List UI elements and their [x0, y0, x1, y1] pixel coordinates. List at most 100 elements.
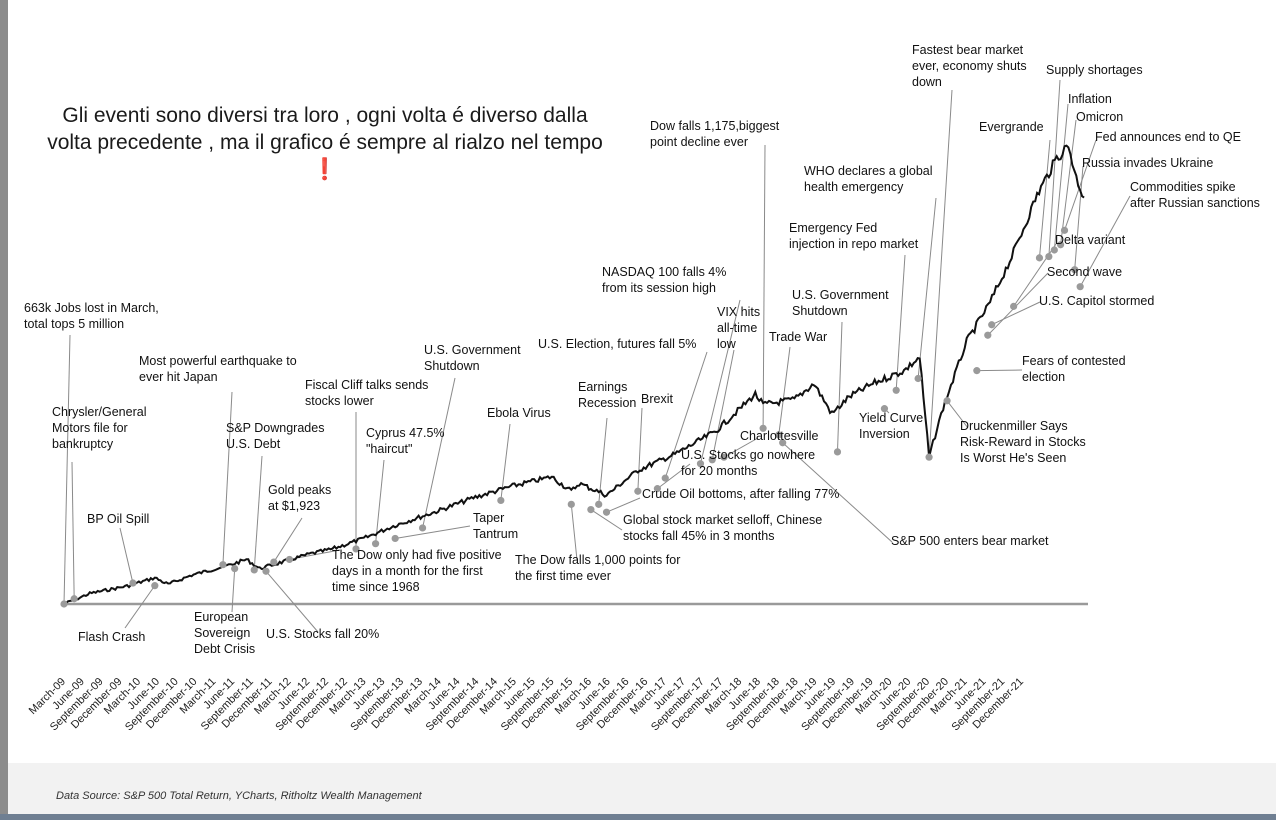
event-marker — [1076, 283, 1084, 291]
event-marker — [1035, 254, 1044, 262]
event-marker — [988, 321, 996, 329]
annotation-label: BP Oil Spill — [87, 512, 149, 526]
event-marker — [391, 534, 399, 543]
leader-line — [778, 346, 791, 435]
leader-line — [762, 144, 766, 429]
annotation-label: Emergency Fed injection in repo market — [789, 221, 919, 251]
annotation-label: Fed announces end to QE — [1095, 130, 1241, 144]
annotation-label: Fears of contested election — [1022, 354, 1126, 384]
leader-line — [590, 509, 623, 531]
annotation-label: Russia invades Ukraine — [1082, 156, 1213, 170]
leader-line — [836, 321, 843, 452]
event-marker — [708, 456, 716, 464]
annotation-label: Commodities spike after Russian sanctions — [1130, 180, 1260, 210]
event-marker — [1071, 266, 1079, 274]
event-marker — [285, 555, 294, 564]
annotation-label: Ebola Virus — [487, 406, 551, 420]
leader-line — [265, 570, 319, 633]
leader-line — [253, 455, 263, 570]
annotation-label: Flash Crash — [78, 630, 145, 644]
leader-line — [1048, 79, 1061, 257]
event-marker — [567, 500, 575, 508]
leader-line — [711, 349, 735, 460]
event-marker — [595, 500, 603, 508]
annotation-label: Fastest bear market ever, economy shuts do… — [912, 43, 1027, 89]
leader-line — [1053, 103, 1069, 251]
event-marker — [231, 565, 239, 573]
data-source: Data Source: S&P 500 Total Return, YChar… — [56, 790, 422, 802]
event-marker — [129, 579, 137, 587]
annotation-label: Omicron — [1076, 110, 1123, 124]
annotation-label: Chrysler/General Motors file for bankruptc… — [52, 405, 146, 451]
annotation-label: European Sovereign Debt Crisis — [194, 610, 255, 656]
event-marker — [1010, 302, 1018, 310]
annotation-label: S&P Downgrades U.S. Debt — [226, 421, 324, 451]
bottom-strip — [0, 814, 1276, 820]
leader-line — [222, 391, 233, 565]
leader-line — [782, 442, 893, 543]
event-marker — [1060, 226, 1069, 234]
event-marker — [653, 485, 662, 493]
annotation-label: Druckenmiller Says Risk-Reward in Stocks I… — [960, 419, 1086, 465]
leader-line — [1060, 119, 1077, 245]
event-marker — [1045, 252, 1053, 261]
annotation-label: VIX hits all-time low — [717, 305, 760, 351]
event-marker — [262, 567, 270, 575]
leader-line — [637, 407, 643, 492]
leader-line — [976, 369, 1023, 372]
annotation-label: U.S. Stocks fall 20% — [266, 627, 379, 641]
leader-line — [657, 463, 691, 490]
leader-line — [1074, 165, 1084, 270]
annotation-label: U.S. Stocks go nowhere for 20 months — [681, 448, 815, 478]
annotation-label: Crude Oil bottoms, after falling 77% — [642, 487, 839, 501]
leader-line — [946, 400, 969, 429]
annotation-label: U.S. Capitol stormed — [1039, 294, 1154, 308]
leader-line — [71, 461, 75, 599]
annotation-label: 663k Jobs lost in March, total tops 5 mil… — [24, 301, 159, 331]
annotation-label: S&P 500 enters bear market — [891, 534, 1049, 548]
leader-line — [895, 254, 906, 391]
event-marker — [587, 506, 595, 514]
event-marker — [219, 561, 227, 569]
annotation-label: Dow falls 1,175,biggest point decline eve… — [650, 119, 780, 149]
leader-line — [723, 437, 759, 458]
event-marker — [943, 397, 951, 405]
leader-line — [395, 525, 471, 539]
annotation-label: Global stock market selloff, Chinese stoc… — [623, 513, 822, 543]
event-marker — [418, 524, 427, 532]
leader-line — [273, 517, 303, 563]
annotation-label: Inflation — [1068, 92, 1112, 106]
event-marker — [497, 496, 505, 505]
leader-line — [1038, 139, 1051, 258]
event-marker — [984, 331, 992, 339]
event-marker — [634, 487, 642, 495]
event-marker — [1050, 246, 1058, 254]
leader-line — [1079, 195, 1131, 287]
left-border — [0, 0, 8, 820]
leader-line — [664, 351, 708, 479]
x-tick-labels: March-09June-09September-09December-09Ma… — [27, 676, 1026, 734]
event-marker — [775, 431, 783, 439]
leader-line — [598, 417, 608, 505]
annotation-label: Most powerful earthquake to ever hit Japa… — [139, 354, 297, 384]
event-marker — [892, 386, 900, 394]
annotation-label: The Dow only had five positive days in a … — [332, 548, 502, 594]
leader-line — [231, 568, 236, 613]
leader-line — [375, 459, 385, 544]
event-marker — [914, 374, 922, 383]
annotation-label: Fiscal Cliff talks sends stocks lower — [305, 378, 428, 408]
price-line — [63, 144, 1085, 605]
annotation-label: U.S. Election, futures fall 5% — [538, 337, 696, 351]
headline: Gli eventi sono diversi tra loro , ogni … — [40, 102, 610, 183]
event-markers — [60, 226, 1084, 608]
annotation-label: Charlottesville — [740, 429, 819, 443]
leader-line — [987, 272, 1049, 336]
annotation-label: Second wave — [1047, 265, 1122, 279]
leader-line — [991, 301, 1041, 326]
annotation-labels: 663k Jobs lost in March, total tops 5 mil… — [24, 43, 1260, 656]
annotation-label: U.S. Government Shutdown — [424, 343, 521, 373]
leader-line — [124, 585, 156, 629]
event-marker — [151, 582, 159, 590]
exclamation-icon: ❗ — [311, 158, 339, 181]
